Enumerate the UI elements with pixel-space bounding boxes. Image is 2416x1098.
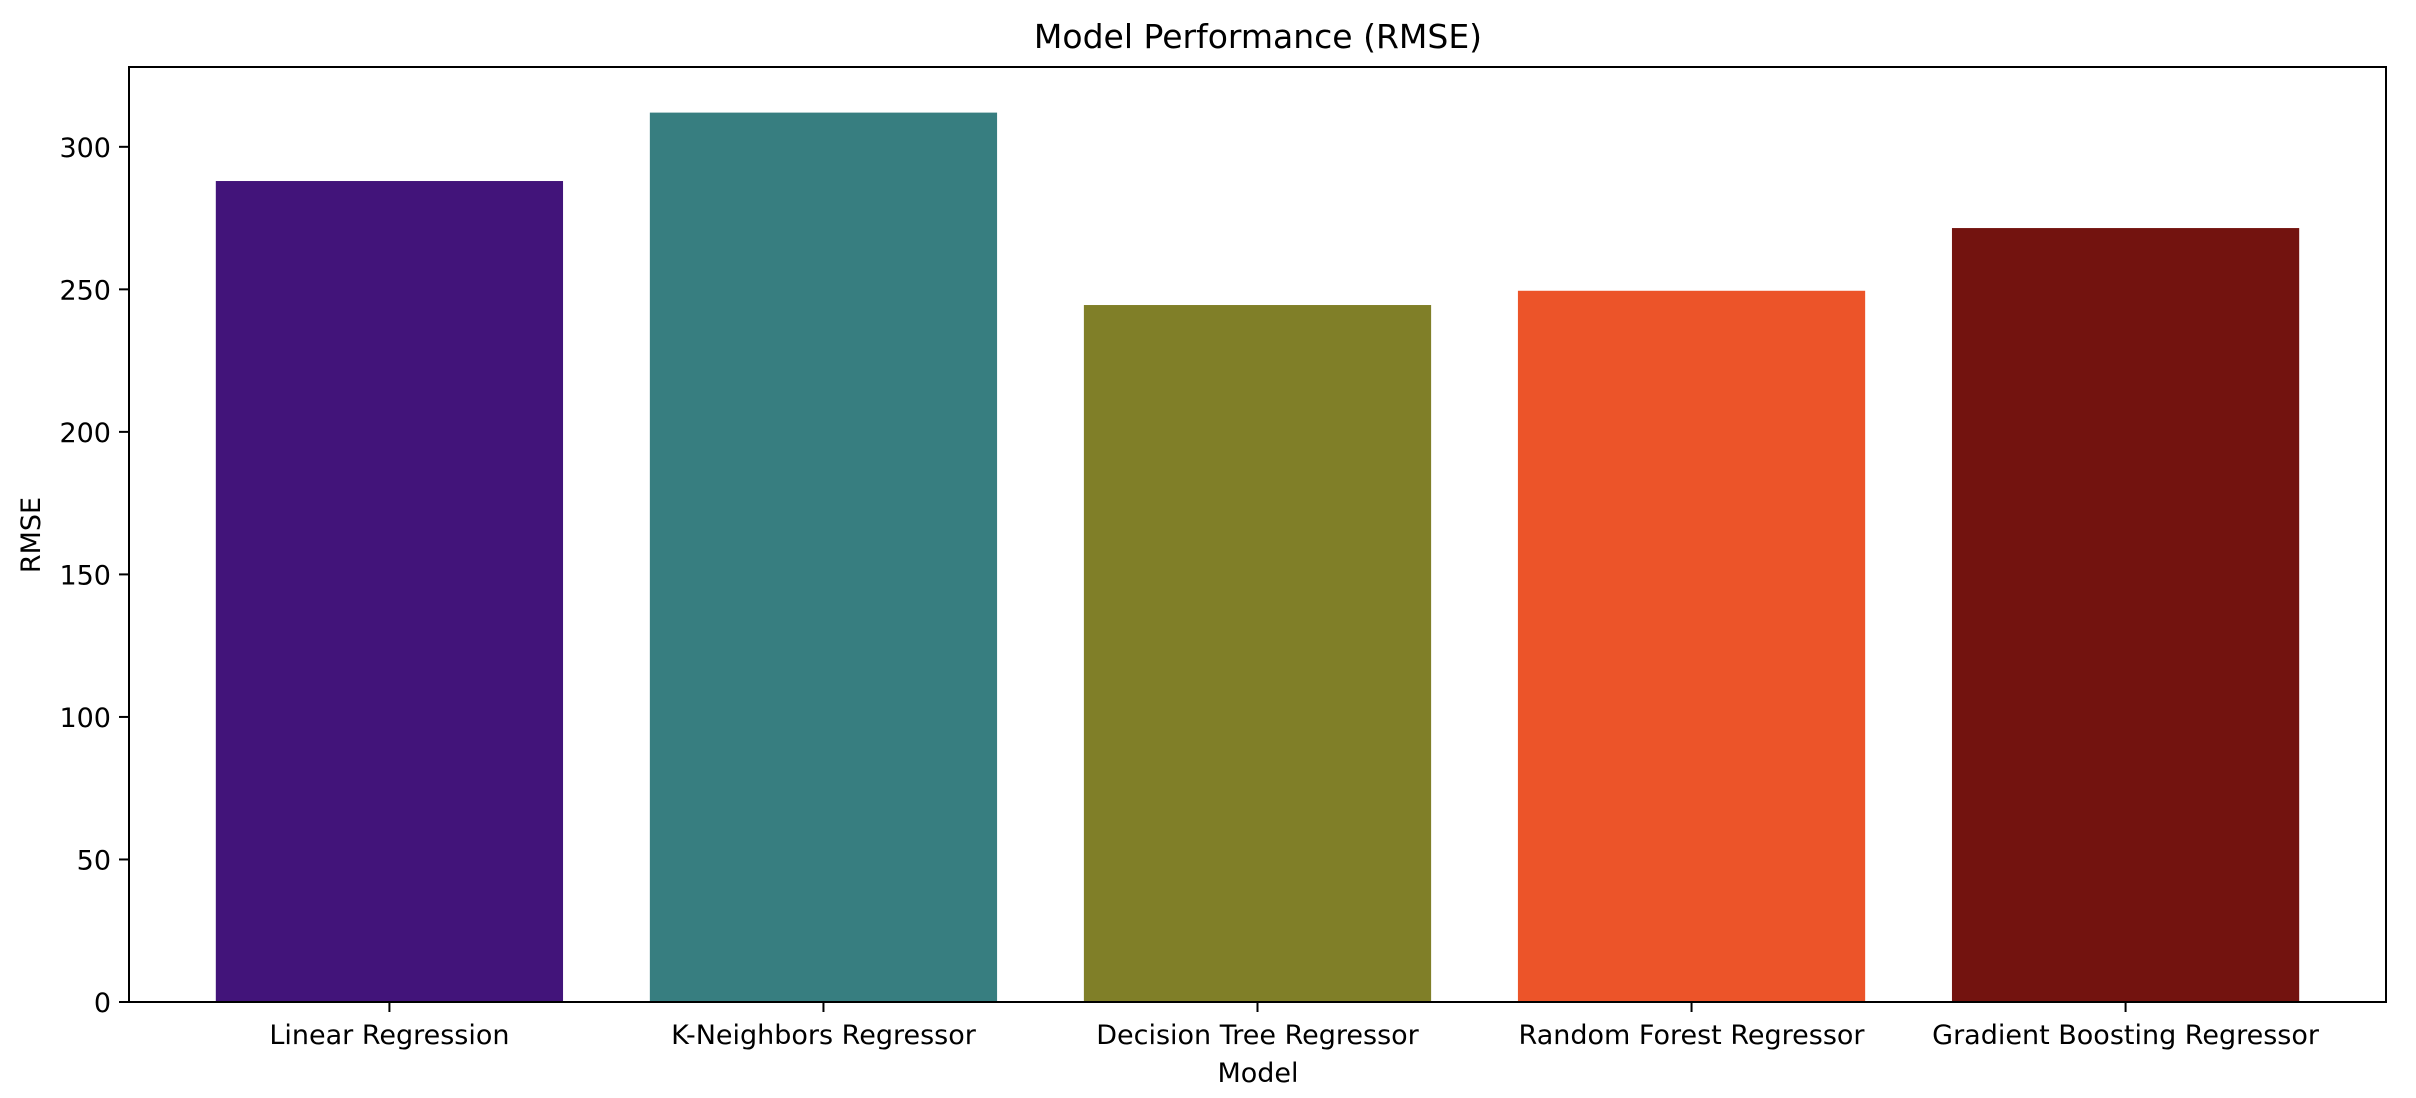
chart-title: Model Performance (RMSE) <box>1034 17 1482 56</box>
plot-frame <box>128 66 2387 1003</box>
bar-random-forest-regressor <box>1517 290 1866 1003</box>
y-tick-label: 0 <box>94 988 111 1019</box>
y-tick-label: 250 <box>59 275 111 306</box>
ticks-layer: Linear Regression K-Neighbors Regressor De… <box>59 133 2319 1051</box>
bar-k-neighbors-regressor <box>649 112 998 1003</box>
y-axis-title: RMSE <box>16 497 47 573</box>
y-tick-label: 100 <box>59 703 111 734</box>
bar-gradient-boosting-regressor <box>1951 228 2300 1002</box>
x-axis-title: Model <box>1217 1058 1298 1089</box>
y-tick-label: 150 <box>59 560 111 591</box>
bar-linear-regression <box>215 181 564 1002</box>
x-tick-label: Decision Tree Regressor <box>1096 1020 1419 1051</box>
bar-decision-tree-regressor <box>1083 305 1432 1003</box>
x-tick-label: Random Forest Regressor <box>1519 1020 1866 1051</box>
x-tick-label: Linear Regression <box>269 1020 509 1051</box>
y-tick-label: 300 <box>59 133 111 164</box>
x-tick-label: K-Neighbors Regressor <box>671 1020 977 1051</box>
y-tick-label: 200 <box>59 418 111 449</box>
bars-layer <box>215 112 2300 1003</box>
y-tick-label: 50 <box>77 845 111 876</box>
x-tick-label: Gradient Boosting Regressor <box>1932 1020 2320 1051</box>
